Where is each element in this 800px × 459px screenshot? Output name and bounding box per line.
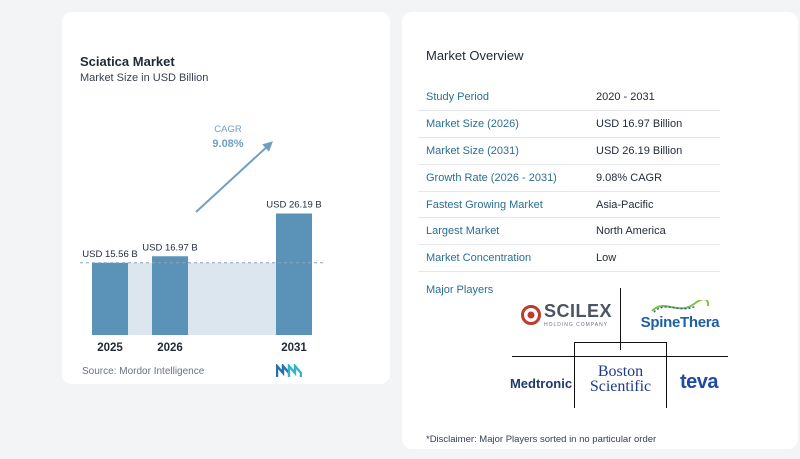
overview-row-largest-market: Largest Market North America: [418, 218, 720, 246]
chart-title: Sciatica Market: [80, 54, 175, 69]
row-label: Study Period: [426, 90, 489, 103]
overview-row-market-size-2026: Market Size (2026) USD 16.97 Billion: [418, 111, 720, 138]
cagr-arrow: [195, 141, 273, 213]
data-label-2031: USD 26.19 B: [266, 199, 321, 210]
mordor-logo-icon: [276, 364, 302, 377]
players-divider: [620, 288, 621, 350]
teva-logo: teva: [668, 364, 730, 400]
cagr-value: 9.08%: [212, 138, 243, 150]
row-value: USD 26.19 Billion: [596, 144, 683, 157]
scilex-mark-icon: [520, 305, 541, 325]
row-label: Largest Market: [426, 225, 500, 238]
row-label: Market Concentration: [426, 252, 532, 265]
bar-2031: [276, 213, 312, 335]
market-overview-card: Market Overview Study Period 2020 - 2031…: [402, 12, 798, 449]
row-label: Market Size (2026): [426, 117, 519, 130]
row-value: Low: [596, 252, 617, 265]
row-value: North America: [596, 225, 666, 238]
major-players-label: Major Players: [426, 284, 494, 296]
disclaimer-text: *Disclaimer: Major Players sorted in no …: [426, 434, 657, 445]
players-divider: [666, 342, 667, 408]
scilex-name: SCILEX: [543, 301, 612, 321]
medtronic-logo: Medtronic: [508, 368, 574, 398]
source-text: Source: Mordor Intelligence: [82, 366, 205, 377]
bar-2026: [152, 256, 188, 335]
players-divider: [512, 356, 728, 357]
players-divider: [574, 342, 667, 343]
bar-chart: USD 15.56 B USD 16.97 B USD 26.19 B 2025 202…: [80, 124, 324, 354]
row-value: Asia-Pacific: [596, 198, 654, 211]
boston-scientific-logo: Boston Scientific: [575, 352, 666, 406]
x-tick-2031: 2031: [281, 342, 307, 354]
data-label-2025: USD 15.56 B: [82, 249, 137, 260]
chart-subtitle: Market Size in USD Billion: [80, 72, 209, 84]
x-tick-2026: 2026: [157, 342, 183, 354]
cagr-label: CAGR: [214, 124, 242, 135]
row-label: Fastest Growing Market: [426, 198, 543, 211]
overview-row-study-period: Study Period 2020 - 2031: [418, 84, 720, 111]
overview-title: Market Overview: [426, 48, 524, 63]
teva-name: teva: [679, 370, 719, 393]
row-value: USD 16.97 Billion: [596, 117, 683, 130]
boston-name: Boston: [597, 362, 644, 380]
scilex-subtitle: HOLDING COMPANY: [543, 322, 609, 328]
overview-row-growth-rate: Growth Rate (2026 - 2031) 9.08% CAGR: [418, 165, 720, 192]
chart-card: Sciatica Market Market Size in USD Billi…: [62, 12, 390, 384]
row-value: 2020 - 2031: [596, 90, 655, 103]
overview-row-market-size-2031: Market Size (2031) USD 26.19 Billion: [418, 138, 720, 165]
overview-table: Study Period 2020 - 2031 Market Size (20…: [418, 84, 720, 273]
spinethera-wave-icon: [651, 299, 710, 313]
row-label: Market Size (2031): [426, 144, 519, 157]
overview-row-concentration: Market Concentration Low: [418, 245, 720, 273]
x-tick-2025: 2025: [97, 342, 123, 354]
data-label-2026: USD 16.97 B: [142, 242, 197, 253]
scientific-name: Scientific: [589, 378, 652, 395]
row-label: Growth Rate (2026 - 2031): [426, 171, 557, 184]
spinethera-name: SpineThera: [640, 313, 720, 331]
scilex-logo: SCILEX HOLDING COMPANY: [512, 296, 620, 334]
players-divider: [574, 342, 575, 408]
medtronic-name: Medtronic: [509, 375, 573, 391]
overview-row-fastest-growing: Fastest Growing Market Asia-Pacific: [418, 192, 720, 219]
row-value: 9.08% CAGR: [596, 171, 663, 184]
bar-2025: [92, 262, 128, 335]
spinethera-logo: SpineThera: [630, 290, 730, 340]
